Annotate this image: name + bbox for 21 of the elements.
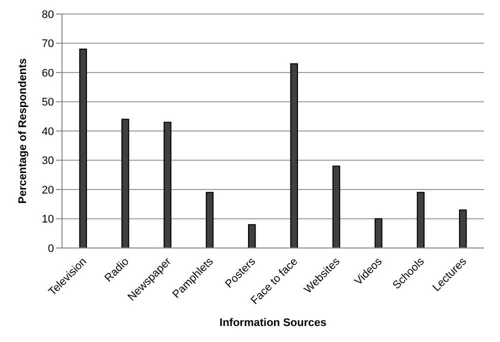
y-axis-title: Percentage of Respondents bbox=[16, 58, 29, 204]
x-axis-title: Information Sources bbox=[220, 317, 326, 329]
bar bbox=[164, 122, 172, 248]
bar bbox=[79, 48, 87, 248]
y-tick-label: 10 bbox=[42, 214, 54, 226]
bar bbox=[374, 218, 382, 248]
bar bbox=[416, 192, 425, 248]
bar bbox=[121, 118, 130, 248]
y-tick-label: 20 bbox=[42, 184, 54, 196]
y-tick-label: 60 bbox=[42, 67, 54, 80]
bar bbox=[459, 209, 467, 248]
bar bbox=[248, 224, 256, 248]
y-tick-label: 0 bbox=[48, 242, 54, 255]
y-tick-label: 40 bbox=[42, 126, 54, 138]
y-tick-label: 80 bbox=[42, 8, 54, 21]
y-tick-label: 30 bbox=[42, 155, 54, 168]
y-tick-label: 70 bbox=[42, 38, 54, 50]
bar bbox=[206, 192, 214, 248]
bar bbox=[290, 63, 298, 248]
y-tick-label: 50 bbox=[42, 96, 54, 109]
bar bbox=[332, 166, 340, 248]
